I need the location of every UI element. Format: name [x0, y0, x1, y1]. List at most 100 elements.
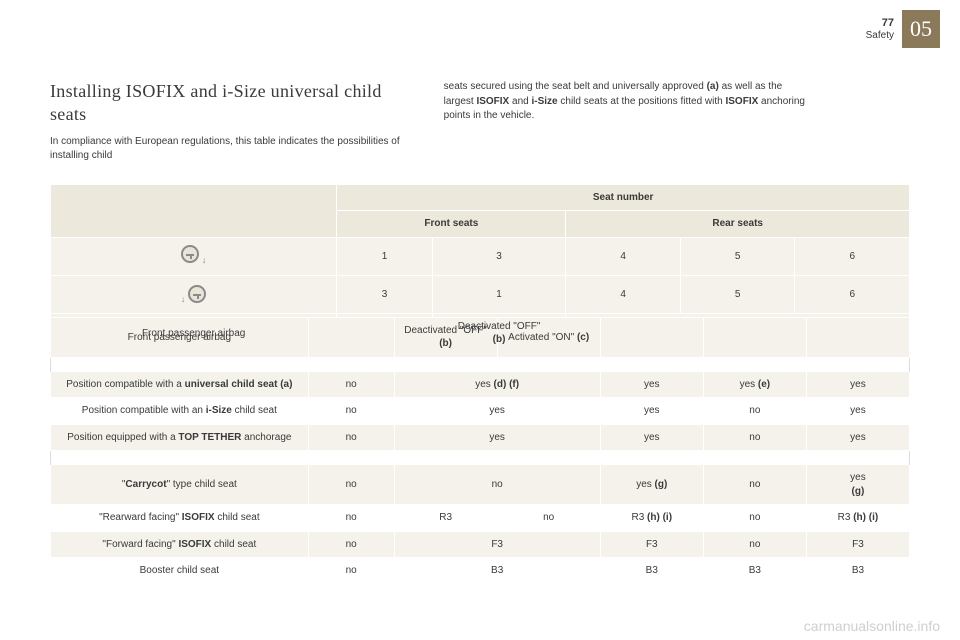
table-cell: F3 — [806, 531, 909, 558]
table-cell: B3 — [394, 558, 600, 585]
table-row: ↓ 3 1 4 5 6 — [51, 275, 910, 313]
table-cell: no — [308, 398, 394, 425]
intro-bold: ISOFIX — [725, 96, 758, 107]
table-cell: yes — [600, 424, 703, 451]
table-cell: 4 — [566, 237, 681, 275]
table-cell: 5 — [680, 237, 795, 275]
table-cell: no — [308, 505, 394, 532]
steering-wheel-right-icon: ↓ — [181, 285, 207, 303]
page-section: Safety — [866, 30, 894, 41]
rear-seats-header: Rear seats — [566, 211, 910, 238]
table-cell: R3 (h) (i) — [600, 505, 703, 532]
table-row: Position compatible with a universal chi… — [51, 371, 910, 398]
intro-bold: i-Size — [531, 96, 557, 107]
table-cell: 5 — [680, 275, 795, 313]
row-label: "Forward facing" ISOFIX child seat — [51, 531, 309, 558]
lbl: Position equipped with a — [67, 432, 178, 443]
table-cell: B3 — [600, 558, 703, 585]
page-header: 77 Safety 05 — [866, 10, 940, 48]
section-heading: Installing ISOFIX and i-Size universal c… — [50, 80, 414, 127]
table-header-row: Seat number — [51, 184, 910, 211]
intro-span: and — [509, 96, 531, 107]
row-label: "Carrycot" type child seat — [51, 465, 309, 505]
table-cell: yes — [806, 371, 909, 398]
table-row: "Carrycot" type child seat no no yes (g)… — [51, 465, 910, 505]
table-cell: yes — [394, 398, 600, 425]
table-cell: yes — [806, 398, 909, 425]
table-row: Booster child seat no B3 B3 B3 B3 — [51, 558, 910, 585]
table-row: ↓ 1 3 4 5 6 — [51, 237, 910, 275]
table-cell: no — [394, 465, 600, 505]
cell-note: (c) — [577, 332, 589, 343]
airbag-label: Front passenger airbag — [51, 317, 309, 357]
lbl: " type child seat — [167, 479, 237, 490]
lbl-bold: TOP TETHER — [178, 432, 241, 443]
cell-text: Deactivated "OFF" — [404, 325, 487, 336]
intro-span: child seats at the positions fitted with — [558, 96, 726, 107]
table-cell: 3 — [337, 275, 432, 313]
lbl: "Forward facing" — [102, 539, 178, 550]
cell-note: (g) — [852, 486, 865, 497]
lbl: anchorage — [241, 432, 291, 443]
table-cell: yes (g) — [600, 465, 703, 505]
table-cell: no — [703, 531, 806, 558]
lbl: Booster child seat — [140, 565, 220, 576]
table-cell: yes — [806, 424, 909, 451]
intro-bold: ISOFIX — [476, 96, 509, 107]
intro-row: Installing ISOFIX and i-Size universal c… — [50, 80, 910, 164]
table-cell: yes — [600, 398, 703, 425]
table-cell: no — [308, 465, 394, 505]
table-row: "Forward facing" ISOFIX child seat no F3… — [51, 531, 910, 558]
table-cell: no — [703, 398, 806, 425]
row-label: Booster child seat — [51, 558, 309, 585]
lbl: child seat — [232, 405, 277, 416]
table-cell: F3 — [600, 531, 703, 558]
intro-text-2: seats secured using the seat belt and un… — [444, 80, 808, 124]
table-cell: 4 — [566, 275, 681, 313]
cell-text: Activated "ON" — [508, 332, 577, 343]
watermark: carmanualsonline.info — [804, 618, 940, 634]
lbl-bold: Carrycot — [125, 479, 166, 490]
table-cell: F3 — [394, 531, 600, 558]
intro-col-left: Installing ISOFIX and i-Size universal c… — [50, 80, 414, 164]
cell-note: (g) — [655, 479, 668, 490]
lbl: child seat — [215, 512, 260, 523]
table-cell: no — [308, 371, 394, 398]
cell-text: yes — [740, 379, 758, 390]
table-cell: R3 — [394, 505, 497, 532]
table-cell: no — [308, 558, 394, 585]
row-label: "Rearward facing" ISOFIX child seat — [51, 505, 309, 532]
cell-text: yes — [850, 472, 866, 483]
cell-note: (d) (f) — [494, 379, 520, 390]
table-cell: no — [497, 505, 600, 532]
cell-text: R3 — [631, 512, 647, 523]
isofix-table-main: Front passenger airbag Deactivated "OFF"… — [50, 317, 910, 585]
table-cell: B3 — [703, 558, 806, 585]
table-spacer — [51, 451, 910, 465]
cell-note: (b) — [439, 338, 452, 349]
table-cell: B3 — [806, 558, 909, 585]
lbl: Position compatible with a — [66, 379, 184, 390]
content-area: Installing ISOFIX and i-Size universal c… — [50, 80, 910, 585]
intro-col-right: seats secured using the seat belt and un… — [444, 80, 808, 164]
row-label: Position compatible with an i-Size child… — [51, 398, 309, 425]
table-cell: no — [308, 531, 394, 558]
lbl: "Rearward facing" — [99, 512, 182, 523]
table-cell: yes — [600, 371, 703, 398]
airbag-row: Front passenger airbag Deactivated "OFF"… — [51, 317, 910, 357]
lbl: child seat — [211, 539, 256, 550]
table-row: "Rearward facing" ISOFIX child seat no R… — [51, 505, 910, 532]
table-cell: R3 (h) (i) — [806, 505, 909, 532]
table-row: Position equipped with a TOP TETHER anch… — [51, 424, 910, 451]
intro-col-spacer — [837, 80, 910, 164]
cell-note: (h) (i) — [853, 512, 878, 523]
cell-note: (e) — [758, 379, 770, 390]
row-label: Position compatible with a universal chi… — [51, 371, 309, 398]
cell-text: R3 — [838, 512, 854, 523]
table-cell: 1 — [432, 275, 566, 313]
table-cell: yes — [394, 424, 600, 451]
cell-text: yes — [636, 479, 654, 490]
lbl-bold: i-Size — [206, 405, 232, 416]
intro-bold: (a) — [707, 81, 719, 92]
seat-number-header: Seat number — [337, 184, 910, 211]
